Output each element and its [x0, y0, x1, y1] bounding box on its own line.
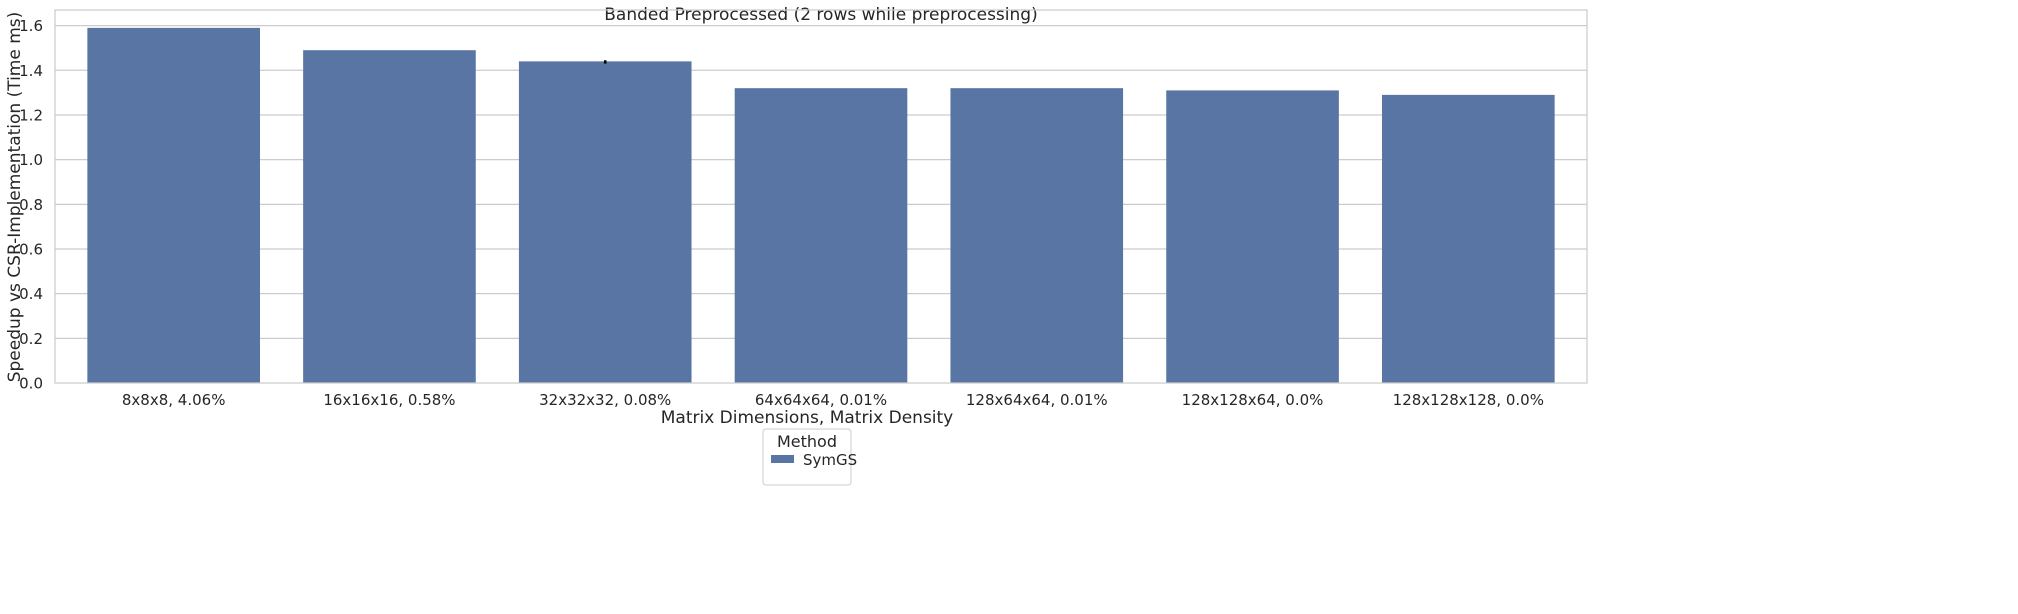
bar: [518, 61, 692, 384]
bar: [950, 88, 1124, 384]
legend-title: Method: [777, 432, 837, 451]
y-tick-label: 1.2: [19, 106, 43, 124]
x-tick-label: 16x16x16, 0.58%: [323, 391, 455, 409]
y-tick-label: 0.0: [19, 375, 43, 393]
x-tick-label: 128x128x64, 0.0%: [1182, 391, 1324, 409]
legend-frame: [762, 428, 852, 486]
x-tick-label: 32x32x32, 0.08%: [539, 391, 671, 409]
y-tick-label: 1.0: [19, 151, 43, 169]
y-tick-labels: 0.0 0.2 0.4 0.6 0.8 1.0 1.2 1.4 1.6: [19, 17, 43, 392]
x-tick-labels: 8x8x8, 4.06% 16x16x16, 0.58% 32x32x32, 0.0…: [122, 391, 1544, 409]
bar: [1166, 90, 1339, 383]
y-tick-label: 0.4: [19, 285, 43, 303]
chart-title: Banded Preprocessed (2 rows while prepro…: [604, 5, 1037, 25]
x-tick-label: 128x64x64, 0.01%: [966, 391, 1108, 409]
y-tick-label: 1.6: [19, 17, 43, 35]
x-tick-label: 64x64x64, 0.01%: [755, 391, 887, 409]
bars: [87, 27, 1555, 384]
y-axis-label: Speedup vs CSR-Implementation (Time ms): [5, 12, 25, 383]
y-tick-label: 0.2: [19, 330, 43, 348]
bar: [87, 27, 260, 384]
x-tick-label: 8x8x8, 4.06%: [122, 391, 226, 409]
bar: [734, 88, 908, 384]
legend-swatch-symgs: [771, 455, 794, 463]
y-tick-label: 0.6: [19, 240, 43, 258]
axes-frame: [54, 9, 1588, 384]
bar: [303, 50, 476, 384]
x-tick-label: 128x128x128, 0.0%: [1393, 391, 1544, 409]
y-tick-label: 1.4: [19, 62, 43, 80]
legend: Method SymGS: [762, 428, 857, 486]
legend-entry-symgs: SymGS: [803, 451, 857, 469]
x-axis-label: Matrix Dimensions, Matrix Density: [661, 408, 954, 428]
bar: [1382, 94, 1555, 383]
y-tick-label: 0.8: [19, 196, 43, 214]
